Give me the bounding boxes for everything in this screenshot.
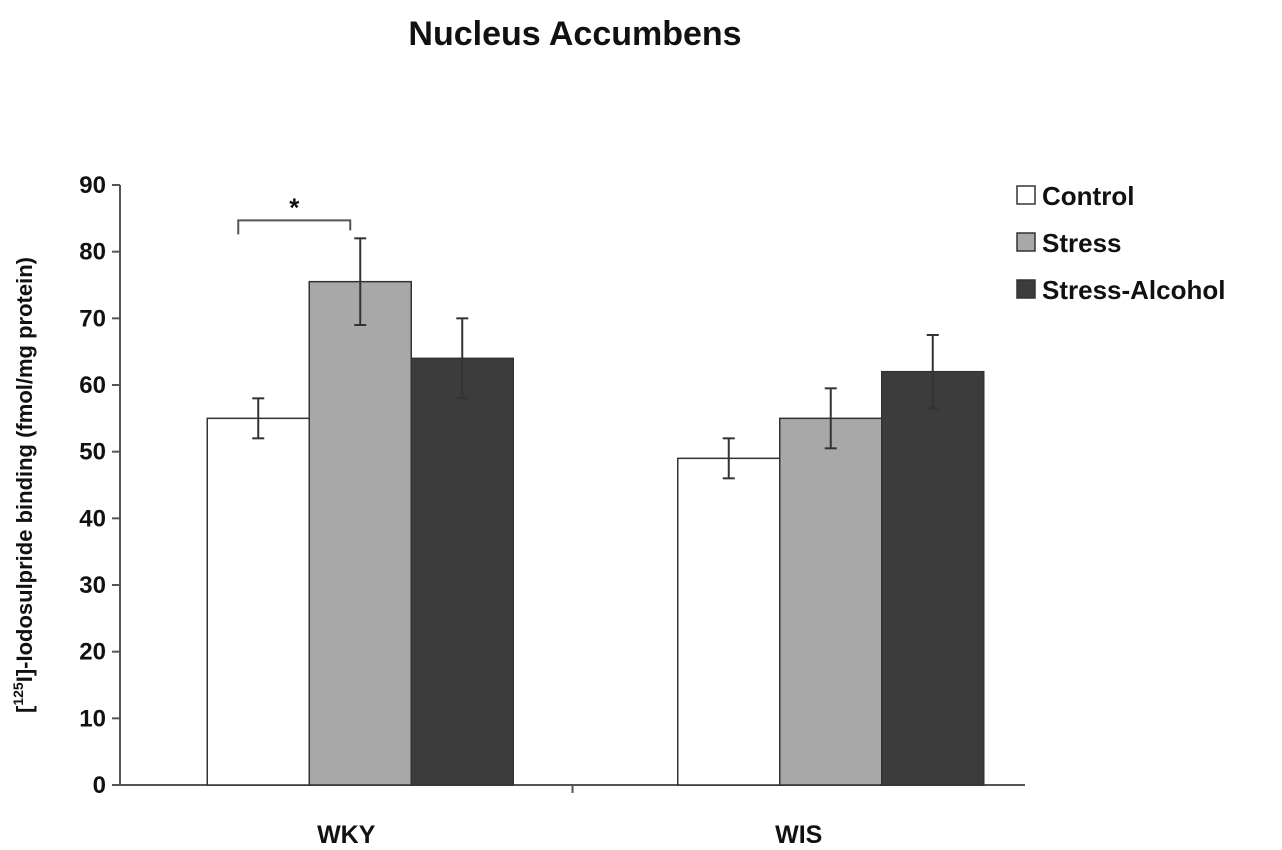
legend: Control Stress Stress-Alcohol	[1016, 181, 1226, 305]
significance-bracket	[237, 219, 352, 235]
bars	[206, 237, 985, 786]
bar-stress-alcohol-wis	[881, 370, 985, 786]
y-axis: 0 10 20 30 40 50 60 70 80 90	[79, 172, 121, 799]
bar-stress-alcohol-wky	[410, 357, 514, 786]
x-axis: WKY WIS	[120, 784, 1025, 849]
legend-swatch-control	[1016, 185, 1036, 205]
x-category-label: WKY	[317, 821, 376, 849]
bar-stress-wky	[308, 280, 412, 786]
legend-swatch-stress	[1016, 232, 1036, 252]
bar-control-wis	[677, 457, 781, 786]
y-tick-label: 70	[79, 305, 106, 332]
annotations: *	[237, 192, 352, 235]
legend-label: Control	[1042, 181, 1134, 211]
y-axis-label: [125I]-Iodosulpride binding (fmol/mg pro…	[10, 257, 37, 713]
legend-swatch-stress-alcohol	[1016, 279, 1036, 299]
y-tick-label: 60	[79, 372, 106, 399]
y-axis-label-main: I]-Iodosulpride binding (fmol/mg protein…	[12, 257, 37, 682]
y-tick-label: 90	[79, 172, 106, 199]
bar-stress-wis	[779, 417, 883, 786]
y-axis-label-pre: [	[12, 705, 37, 713]
x-category-label: WIS	[775, 821, 822, 849]
legend-label: Stress	[1042, 228, 1122, 258]
y-tick-label: 30	[79, 572, 106, 599]
y-tick-label: 0	[93, 772, 106, 799]
chart-title: Nucleus Accumbens	[408, 15, 741, 53]
significance-star: *	[289, 192, 300, 222]
y-tick-label: 50	[79, 439, 106, 466]
y-tick-label: 80	[79, 239, 106, 266]
y-tick-label: 20	[79, 639, 106, 666]
y-tick-label: 10	[79, 705, 106, 732]
legend-label: Stress-Alcohol	[1042, 275, 1226, 305]
bar-control-wky	[206, 417, 310, 786]
y-tick-label: 40	[79, 505, 106, 532]
y-axis-label-superscript: 125	[10, 682, 26, 706]
